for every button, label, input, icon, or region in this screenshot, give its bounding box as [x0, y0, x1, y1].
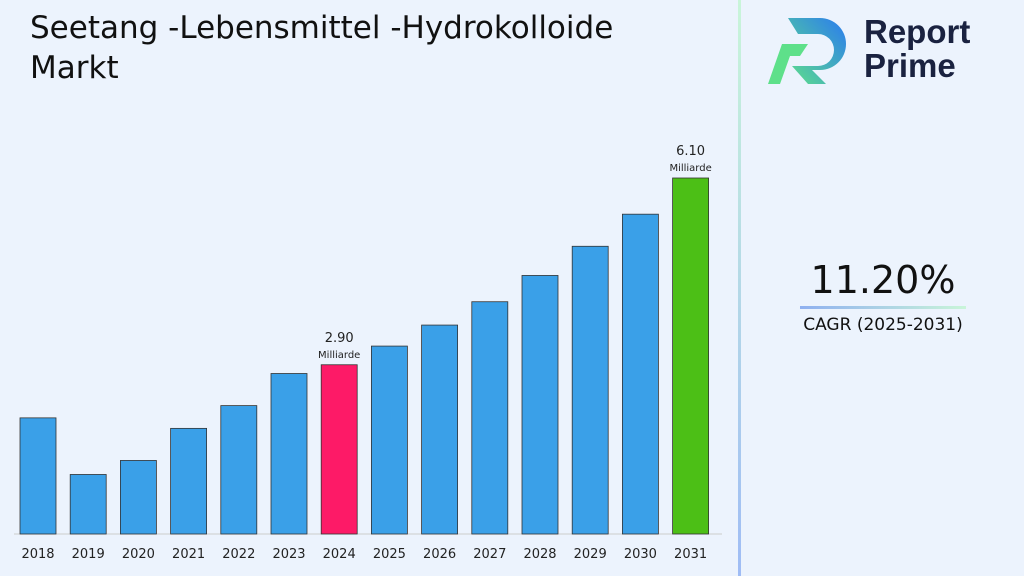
bar-chart: 2018 2019 2020 2021 2022 2023 2024 2.90 Milliard… [14, 144, 722, 562]
bar-2024 [320, 364, 358, 535]
bar-2022 [220, 405, 258, 535]
page-title: Seetang -Lebensmittel -Hydrokolloide Mar… [30, 10, 614, 86]
divider [738, 0, 741, 576]
cagr-box: 11.20% CAGR (2025-2031) [800, 258, 966, 335]
bar-2026 [421, 324, 459, 535]
x-tick-label: 2025 [373, 547, 406, 562]
data-label-unit: Milliarde [318, 350, 360, 361]
cagr-underline [800, 306, 966, 309]
x-tick-label: 2019 [72, 547, 105, 562]
x-tick-label: 2026 [423, 547, 456, 562]
x-tick-label: 2021 [172, 547, 205, 562]
bar-2021 [170, 427, 208, 535]
bar-2031 [672, 177, 709, 535]
x-tick-label: 2018 [21, 547, 54, 562]
x-tick-label: 2020 [122, 547, 155, 562]
data-label-value: 2.90 [325, 331, 354, 346]
x-tick-label: 2023 [272, 547, 305, 562]
logo-icon [768, 18, 846, 84]
x-tick-label: 2022 [222, 547, 255, 562]
x-tick-label: 2027 [473, 547, 506, 562]
x-tick-label: 2030 [624, 547, 657, 562]
bar-2028 [521, 275, 559, 535]
bar-2019 [69, 474, 107, 535]
x-tick-label: 2029 [574, 547, 607, 562]
logo-line2: Prime [864, 47, 956, 84]
bar-2027 [471, 301, 509, 535]
x-tick-label: 2024 [323, 547, 356, 562]
x-tick-label: 2031 [674, 547, 707, 562]
bar-2025 [370, 345, 408, 535]
x-tick-label: 2028 [523, 547, 556, 562]
cagr-value: 11.20% [810, 258, 956, 302]
logo-line1: Report [864, 13, 971, 50]
bar-2030 [622, 213, 659, 535]
data-label-unit: Milliarde [669, 163, 711, 174]
data-label-value: 6.10 [676, 144, 705, 159]
bar-2023 [270, 373, 308, 535]
bar-2029 [571, 245, 609, 535]
report-prime-logo: Report Prime [768, 14, 970, 84]
bar-2020 [120, 460, 157, 535]
cagr-label: CAGR (2025-2031) [803, 315, 963, 335]
bar-2018 [19, 417, 57, 535]
